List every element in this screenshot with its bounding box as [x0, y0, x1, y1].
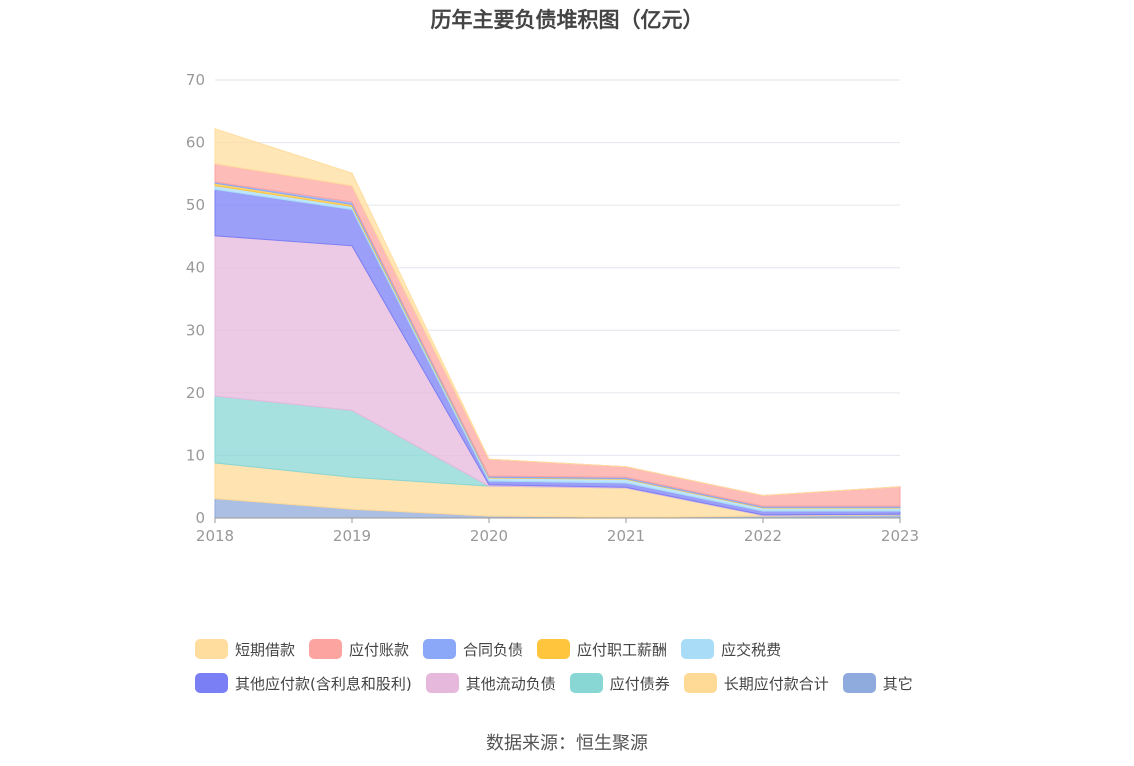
area-series-9 — [214, 128, 901, 497]
legend-swatch — [537, 639, 571, 659]
legend-row: 短期借款 应付账款 合同负债 应付职工薪酬 应交税费 — [195, 632, 995, 666]
legend-label: 应付债券 — [609, 674, 670, 693]
source-note: 数据来源：恒生聚源 — [486, 733, 648, 754]
y-tick-label: 40 — [186, 259, 205, 277]
legend-swatch — [681, 639, 715, 659]
y-tick-label: 50 — [186, 196, 205, 214]
legend-item[interactable]: 短期借款 — [195, 639, 295, 660]
legend-item[interactable]: 应付账款 — [309, 639, 409, 660]
legend-item[interactable]: 合同负债 — [423, 639, 523, 660]
legend-label: 其他流动负债 — [465, 674, 556, 693]
y-tick-label: 0 — [195, 509, 205, 527]
legend-label: 短期借款 — [235, 640, 296, 659]
legend-row: 其他应付款(含利息和股利) 其他流动负债 应付债券 长期应付款合计 其它 — [195, 666, 995, 700]
legend-swatch — [842, 673, 876, 693]
x-tick-label: 2018 — [196, 527, 234, 545]
legend-label: 合同负债 — [463, 640, 524, 659]
legend-swatch — [423, 639, 457, 659]
legend-label: 其它 — [882, 674, 913, 693]
legend-item[interactable]: 其它 — [842, 673, 913, 694]
legend-label: 应付账款 — [349, 640, 410, 659]
chart-title: 历年主要负债堆积图（亿元） — [430, 8, 704, 32]
legend-swatch — [195, 673, 228, 693]
legend-label: 应付职工薪酬 — [577, 640, 668, 659]
legend-swatch — [309, 639, 343, 659]
legend-swatch — [195, 639, 228, 659]
axes: 0 10 20 30 40 50 60 70 2018 2019 2020 2021 2022 2023 — [186, 71, 919, 545]
y-tick-label: 70 — [186, 71, 205, 89]
legend-item[interactable]: 应交税费 — [681, 639, 781, 660]
legend-swatch — [425, 673, 459, 693]
y-tick-label: 10 — [186, 446, 205, 464]
legend-label: 应交税费 — [721, 640, 782, 659]
x-tick-label: 2023 — [881, 527, 919, 545]
legend-item[interactable]: 长期应付款合计 — [683, 673, 829, 694]
legend-swatch — [683, 673, 717, 693]
legend-swatch — [569, 673, 603, 693]
y-tick-label: 30 — [186, 321, 205, 339]
legend-item[interactable]: 其他流动负债 — [425, 673, 556, 694]
x-tick-label: 2021 — [607, 527, 645, 545]
legend-item[interactable]: 其他应付款(含利息和股利) — [195, 673, 412, 694]
legend: 短期借款 应付账款 合同负债 应付职工薪酬 应交税费 其他应付款(含利息和股利) 其他流动… — [195, 632, 995, 700]
x-tick-label: 2022 — [744, 527, 782, 545]
x-tick-label: 2019 — [333, 527, 371, 545]
y-tick-label: 20 — [186, 384, 205, 402]
legend-label: 长期应付款合计 — [723, 674, 829, 693]
y-tick-label: 60 — [186, 134, 205, 152]
x-tick-label: 2020 — [470, 527, 508, 545]
legend-item[interactable]: 应付债券 — [569, 673, 670, 694]
legend-item[interactable]: 应付职工薪酬 — [537, 639, 667, 660]
area-series-layer — [214, 128, 901, 519]
legend-label: 其他应付款(含利息和股利) — [235, 674, 412, 693]
